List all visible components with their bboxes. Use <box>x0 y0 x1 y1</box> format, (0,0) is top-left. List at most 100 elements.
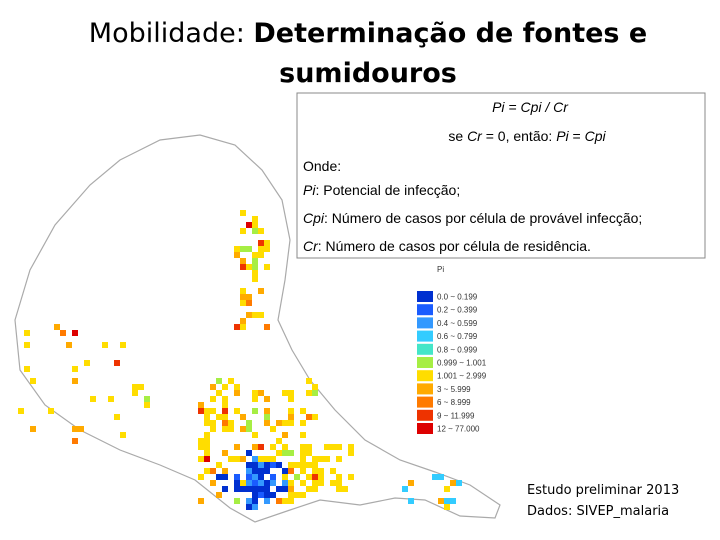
map-cell <box>234 390 240 396</box>
map-cell <box>258 474 264 480</box>
map-cell <box>252 432 258 438</box>
map-cell <box>288 498 294 504</box>
map-cell <box>252 312 258 318</box>
map-cell <box>306 414 312 420</box>
map-cell <box>300 432 306 438</box>
map-cell <box>246 486 252 492</box>
map-cell <box>234 498 240 504</box>
map-cell <box>282 432 288 438</box>
map-cell <box>258 312 264 318</box>
map-cell <box>258 240 264 246</box>
map-cell <box>240 324 246 330</box>
map-cell <box>222 468 228 474</box>
legend-label: 0.4 ~ 0.599 <box>437 319 478 328</box>
map-cell <box>264 264 270 270</box>
map-cell <box>144 402 150 408</box>
map-cell <box>258 486 264 492</box>
definition: Cpi: Número de casos por célula de prová… <box>303 210 642 226</box>
map-cell <box>336 444 342 450</box>
condition-part: Pi <box>556 128 569 144</box>
map-cell <box>294 462 300 468</box>
map-cell <box>336 456 342 462</box>
map-cell <box>48 408 54 414</box>
map-cell <box>258 462 264 468</box>
map-cell <box>30 378 36 384</box>
map-cell <box>288 414 294 420</box>
map-cell <box>228 426 234 432</box>
map-cell <box>258 468 264 474</box>
formula-frame <box>296 92 706 259</box>
map-cell <box>204 432 210 438</box>
map-cell <box>288 468 294 474</box>
map-cell <box>258 492 264 498</box>
map-cell <box>264 480 270 486</box>
map-cell <box>222 402 228 408</box>
map-cell <box>240 264 246 270</box>
map-cell <box>204 444 210 450</box>
definition-text: : Número de casos por célula de residênc… <box>318 238 591 254</box>
legend-swatch <box>417 330 433 342</box>
map-cell <box>312 456 318 462</box>
definition: Cr: Número de casos por célula de residê… <box>303 238 591 254</box>
map-cell <box>444 486 450 492</box>
map-cell <box>234 246 240 252</box>
map-cell <box>210 480 216 486</box>
map-cell <box>222 426 228 432</box>
map-cell <box>306 390 312 396</box>
legend-swatch <box>417 343 433 355</box>
map-cell <box>234 408 240 414</box>
map-cell <box>270 462 276 468</box>
map-cell <box>252 264 258 270</box>
map-cell <box>324 444 330 450</box>
map-cell <box>282 480 288 486</box>
map-cell <box>228 378 234 384</box>
map-cell <box>348 444 354 450</box>
condition-part: Cr <box>467 128 483 144</box>
map-cell <box>300 462 306 468</box>
legend-label: 0.8 ~ 0.999 <box>437 345 478 354</box>
map-cell <box>264 324 270 330</box>
map-cell <box>204 468 210 474</box>
map-cell <box>276 498 282 504</box>
map-cell <box>444 498 450 504</box>
map-cell <box>264 462 270 468</box>
map-cell <box>306 486 312 492</box>
condition: se Cr = 0, então: Pi = Cpi <box>448 128 606 144</box>
map-cell <box>198 456 204 462</box>
map-cell <box>198 402 204 408</box>
map-cell <box>318 480 324 486</box>
map-cell <box>300 450 306 456</box>
map-cell <box>276 486 282 492</box>
map-cell <box>246 480 252 486</box>
legend-label: 6 ~ 8.999 <box>437 398 471 407</box>
map-cell <box>246 222 252 228</box>
map-cell <box>252 480 258 486</box>
map-cell <box>282 474 288 480</box>
map-cell <box>246 504 252 510</box>
map-cell <box>258 252 264 258</box>
map-cell <box>252 390 258 396</box>
map-cell <box>306 450 312 456</box>
map-cell <box>240 288 246 294</box>
map-cell <box>246 498 252 504</box>
map-cell <box>222 486 228 492</box>
map-cell <box>198 498 204 504</box>
map-cell <box>276 420 282 426</box>
map-cell <box>246 468 252 474</box>
map-cell <box>240 486 246 492</box>
formula: Pi = Cpi / Cr <box>492 99 569 115</box>
map-cell <box>252 276 258 282</box>
map-cell <box>330 468 336 474</box>
definition-symbol: Cr <box>303 238 319 254</box>
map-cell <box>114 360 120 366</box>
map-cell <box>300 468 306 474</box>
map-cell <box>246 462 252 468</box>
map-cell <box>270 444 276 450</box>
map-cell <box>252 498 258 504</box>
map-cell <box>306 462 312 468</box>
map-cell <box>348 474 354 480</box>
definition-text: : Número de casos por célula de provável… <box>324 210 642 226</box>
map-cell <box>330 480 336 486</box>
map-cell <box>204 456 210 462</box>
